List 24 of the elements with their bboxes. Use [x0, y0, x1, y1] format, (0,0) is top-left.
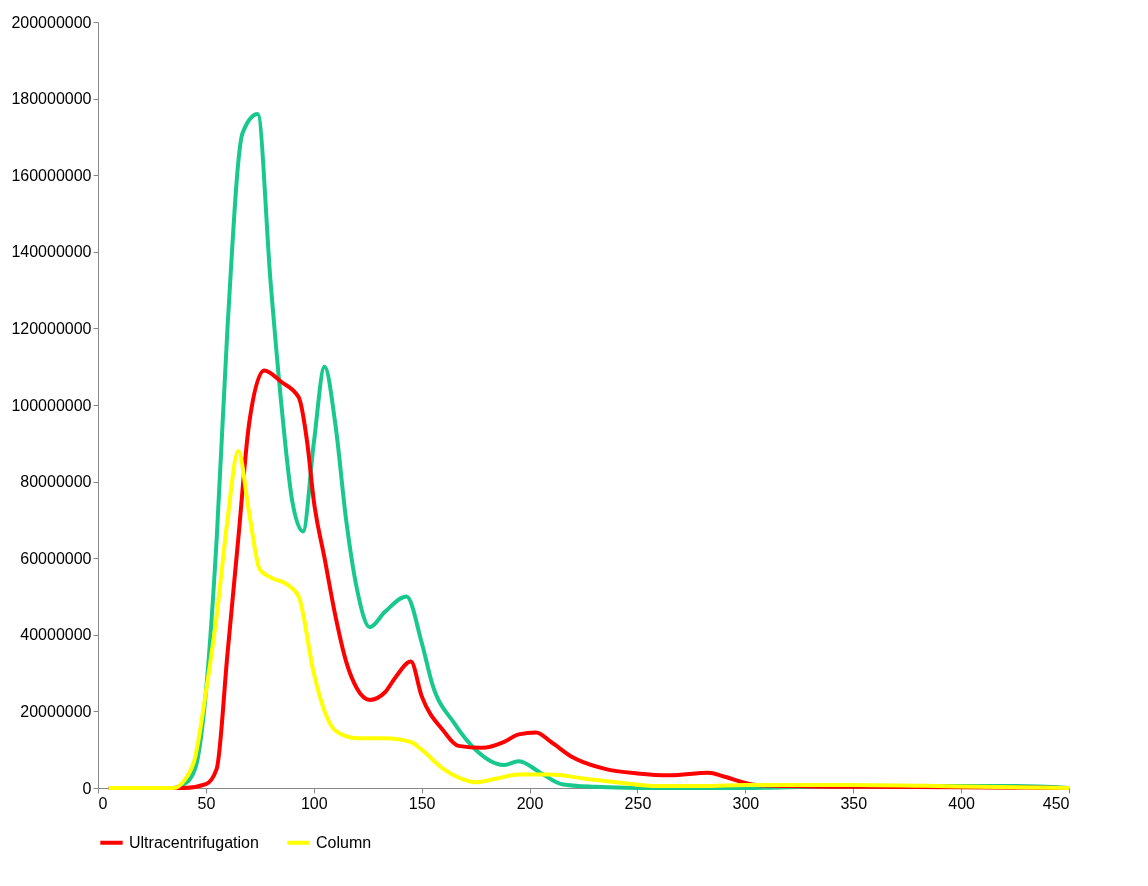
x-tick-label: 400	[948, 794, 976, 812]
y-tick-label: 120000000	[11, 319, 92, 337]
legend-label: Ultracentrifugation	[129, 833, 259, 851]
x-tick-label: 300	[732, 794, 760, 812]
x-tick-label: 0	[98, 794, 108, 812]
y-tick-label: 0	[82, 779, 92, 797]
y-tick-label: 200000000	[11, 13, 92, 31]
y-tick-label: 140000000	[11, 243, 92, 261]
y-tick-label: 20000000	[20, 702, 92, 720]
x-tick-label: 50	[197, 794, 216, 812]
x-tick-label: 150	[408, 794, 436, 812]
y-tick-label: 160000000	[11, 166, 92, 184]
line-series	[106, 448, 1071, 790]
x-tick-label: 350	[840, 794, 868, 812]
y-tick-label: 60000000	[20, 549, 92, 567]
y-tick-label: 100000000	[11, 396, 92, 414]
x-tick-label: 200	[516, 794, 544, 812]
x-tick-label: 250	[624, 794, 652, 812]
y-tick-label: 40000000	[20, 626, 92, 644]
y-tick-label: 80000000	[20, 473, 92, 491]
x-tick-label: 450	[1042, 794, 1070, 812]
y-tick-label: 180000000	[11, 90, 92, 108]
legend-label: Column	[316, 833, 372, 851]
x-tick-label: 100	[300, 794, 328, 812]
